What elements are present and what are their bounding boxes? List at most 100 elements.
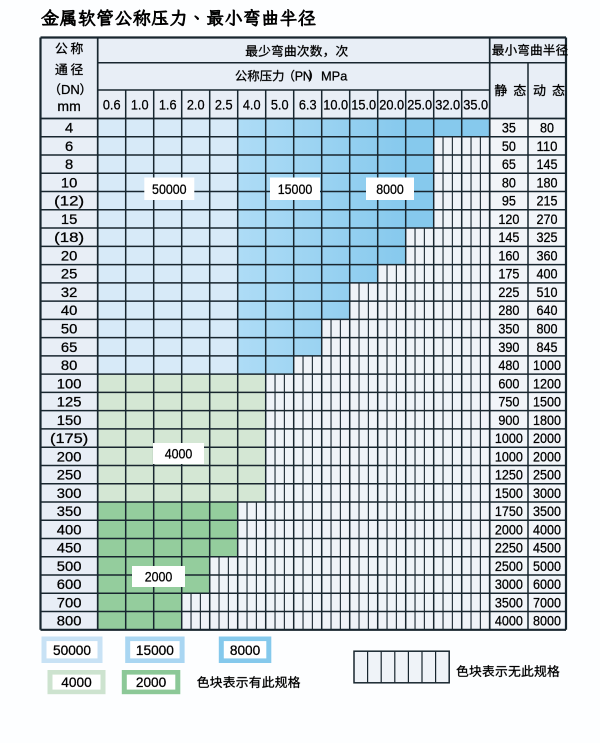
- svg-text:15000: 15000: [278, 181, 313, 197]
- svg-text:3500: 3500: [533, 503, 561, 519]
- svg-text:8000: 8000: [376, 181, 404, 197]
- svg-text:50: 50: [61, 321, 78, 337]
- svg-text:4000: 4000: [165, 446, 193, 462]
- svg-text:145: 145: [498, 229, 519, 245]
- svg-text:2500: 2500: [495, 558, 523, 574]
- svg-text:800: 800: [537, 321, 558, 337]
- svg-text:1000: 1000: [495, 448, 523, 464]
- svg-text:215: 215: [537, 193, 558, 209]
- svg-text:MPa: MPa: [321, 69, 348, 84]
- svg-text:65: 65: [61, 339, 78, 355]
- svg-text:32.0: 32.0: [435, 96, 460, 112]
- svg-text:845: 845: [537, 339, 558, 355]
- svg-text:15000: 15000: [136, 642, 174, 658]
- svg-text:300: 300: [57, 485, 82, 501]
- svg-text:5.0: 5.0: [271, 96, 289, 112]
- svg-text:1500: 1500: [495, 485, 523, 501]
- svg-text:35.0: 35.0: [463, 96, 488, 112]
- svg-text:(12): (12): [54, 193, 84, 209]
- svg-text:350: 350: [498, 321, 519, 337]
- svg-text:2000: 2000: [495, 521, 523, 537]
- svg-text:325: 325: [537, 229, 558, 245]
- svg-text:160: 160: [498, 247, 519, 263]
- svg-text:480: 480: [498, 357, 519, 373]
- svg-text:40: 40: [61, 302, 78, 318]
- svg-text:350: 350: [57, 503, 82, 519]
- svg-text:1250: 1250: [495, 467, 523, 483]
- svg-text:1.6: 1.6: [159, 96, 177, 112]
- svg-text:200: 200: [57, 448, 82, 464]
- svg-text:400: 400: [57, 521, 82, 537]
- svg-text:1200: 1200: [533, 375, 561, 391]
- svg-text:DN: DN: [61, 82, 80, 97]
- svg-text:360: 360: [537, 247, 558, 263]
- svg-text:4: 4: [65, 120, 73, 136]
- svg-text:175: 175: [498, 266, 519, 282]
- svg-text:4000: 4000: [61, 674, 92, 690]
- svg-text:600: 600: [498, 375, 519, 391]
- svg-text:500: 500: [57, 558, 82, 574]
- svg-text:100: 100: [57, 375, 82, 391]
- svg-text:180: 180: [537, 174, 558, 190]
- svg-text:25.0: 25.0: [407, 96, 432, 112]
- svg-text:6000: 6000: [533, 576, 561, 592]
- svg-text:20.0: 20.0: [379, 96, 404, 112]
- svg-text:450: 450: [57, 540, 82, 556]
- svg-text:25: 25: [61, 266, 78, 282]
- svg-text:2000: 2000: [533, 430, 561, 446]
- svg-text:65: 65: [502, 156, 516, 172]
- svg-text:2.0: 2.0: [187, 96, 205, 112]
- svg-text:(18): (18): [54, 229, 84, 245]
- svg-text:32: 32: [61, 284, 78, 300]
- svg-text:640: 640: [537, 302, 558, 318]
- svg-text:2000: 2000: [136, 674, 167, 690]
- svg-text:20: 20: [61, 247, 78, 263]
- svg-text:125: 125: [57, 394, 82, 410]
- svg-text:6.3: 6.3: [299, 96, 317, 112]
- svg-text:8: 8: [65, 156, 73, 172]
- svg-text:110: 110: [537, 138, 558, 154]
- svg-text:7000: 7000: [533, 594, 561, 610]
- svg-text:35: 35: [502, 120, 516, 136]
- svg-text:8000: 8000: [230, 642, 261, 658]
- svg-text:120: 120: [498, 211, 519, 227]
- svg-text:80: 80: [540, 120, 554, 136]
- svg-text:PN: PN: [295, 70, 312, 84]
- svg-text:95: 95: [502, 193, 516, 209]
- svg-text:4000: 4000: [495, 613, 523, 629]
- svg-text:750: 750: [498, 394, 519, 410]
- svg-text:8000: 8000: [533, 613, 561, 629]
- svg-text:270: 270: [537, 211, 558, 227]
- svg-text:0.6: 0.6: [103, 96, 121, 112]
- svg-text:1500: 1500: [533, 394, 561, 410]
- svg-text:400: 400: [537, 266, 558, 282]
- svg-text:2.5: 2.5: [215, 96, 233, 112]
- svg-text:2500: 2500: [533, 467, 561, 483]
- svg-text:2000: 2000: [533, 448, 561, 464]
- svg-text:145: 145: [537, 156, 558, 172]
- svg-text:15.0: 15.0: [351, 96, 376, 112]
- svg-text:225: 225: [498, 284, 519, 300]
- svg-text:1.0: 1.0: [131, 96, 149, 112]
- svg-text:5000: 5000: [533, 558, 561, 574]
- svg-text:250: 250: [57, 467, 82, 483]
- svg-text:600: 600: [57, 576, 82, 592]
- svg-text:50000: 50000: [152, 181, 187, 197]
- svg-text:50000: 50000: [53, 642, 91, 658]
- svg-text:3000: 3000: [495, 576, 523, 592]
- svg-text:280: 280: [498, 302, 519, 318]
- svg-text:800: 800: [57, 613, 82, 629]
- svg-text:80: 80: [502, 174, 516, 190]
- svg-text:50: 50: [502, 138, 516, 154]
- svg-text:700: 700: [57, 594, 82, 610]
- svg-text:4500: 4500: [533, 540, 561, 556]
- svg-text:510: 510: [537, 284, 558, 300]
- svg-text:1000: 1000: [495, 430, 523, 446]
- svg-text:2250: 2250: [495, 540, 523, 556]
- svg-text:150: 150: [57, 412, 82, 428]
- svg-text:4.0: 4.0: [243, 96, 261, 112]
- svg-text:1750: 1750: [495, 503, 523, 519]
- svg-text:390: 390: [498, 339, 519, 355]
- svg-text:4000: 4000: [533, 521, 561, 537]
- svg-text:3000: 3000: [533, 485, 561, 501]
